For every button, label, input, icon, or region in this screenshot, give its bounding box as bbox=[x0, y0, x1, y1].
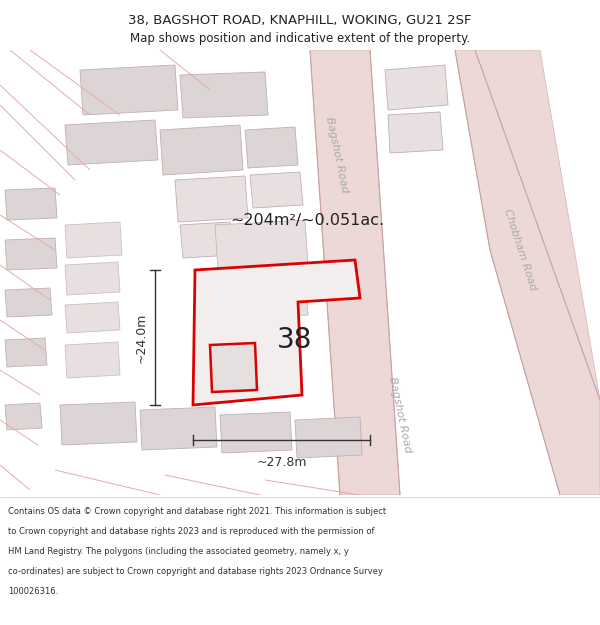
Polygon shape bbox=[385, 65, 448, 110]
Polygon shape bbox=[5, 188, 57, 220]
Polygon shape bbox=[220, 412, 292, 453]
Text: Bagshot Road: Bagshot Road bbox=[387, 376, 413, 454]
Polygon shape bbox=[175, 176, 248, 222]
Polygon shape bbox=[295, 417, 362, 458]
Polygon shape bbox=[5, 338, 47, 367]
Polygon shape bbox=[180, 72, 268, 118]
Polygon shape bbox=[140, 407, 217, 450]
Text: co-ordinates) are subject to Crown copyright and database rights 2023 Ordnance S: co-ordinates) are subject to Crown copyr… bbox=[8, 567, 383, 576]
Polygon shape bbox=[215, 220, 308, 270]
Text: HM Land Registry. The polygons (including the associated geometry, namely x, y: HM Land Registry. The polygons (includin… bbox=[8, 547, 349, 556]
Polygon shape bbox=[310, 50, 400, 495]
Polygon shape bbox=[455, 50, 600, 495]
Text: 100026316.: 100026316. bbox=[8, 587, 58, 596]
Text: Chobham Road: Chobham Road bbox=[502, 208, 538, 292]
Polygon shape bbox=[5, 238, 57, 270]
Text: 38: 38 bbox=[277, 326, 313, 354]
Polygon shape bbox=[160, 125, 243, 175]
Text: ~204m²/~0.051ac.: ~204m²/~0.051ac. bbox=[230, 213, 384, 228]
Text: 38, BAGSHOT ROAD, KNAPHILL, WOKING, GU21 2SF: 38, BAGSHOT ROAD, KNAPHILL, WOKING, GU21… bbox=[128, 14, 472, 27]
Polygon shape bbox=[250, 172, 303, 208]
Polygon shape bbox=[5, 288, 52, 317]
Text: Contains OS data © Crown copyright and database right 2021. This information is : Contains OS data © Crown copyright and d… bbox=[8, 507, 386, 516]
Polygon shape bbox=[193, 260, 360, 405]
Polygon shape bbox=[65, 342, 120, 378]
Polygon shape bbox=[60, 402, 137, 445]
Polygon shape bbox=[245, 127, 298, 168]
Polygon shape bbox=[210, 343, 257, 392]
Text: Bagshot Road: Bagshot Road bbox=[324, 116, 350, 194]
Polygon shape bbox=[65, 262, 120, 295]
Polygon shape bbox=[65, 120, 158, 165]
Text: ~27.8m: ~27.8m bbox=[256, 456, 307, 469]
Polygon shape bbox=[65, 302, 120, 333]
Polygon shape bbox=[65, 222, 122, 258]
Polygon shape bbox=[80, 65, 178, 115]
Text: Map shows position and indicative extent of the property.: Map shows position and indicative extent… bbox=[130, 32, 470, 45]
Polygon shape bbox=[220, 268, 308, 318]
Polygon shape bbox=[5, 403, 42, 430]
Polygon shape bbox=[388, 112, 443, 153]
Text: ~24.0m: ~24.0m bbox=[134, 312, 148, 362]
Text: to Crown copyright and database rights 2023 and is reproduced with the permissio: to Crown copyright and database rights 2… bbox=[8, 527, 374, 536]
Polygon shape bbox=[180, 222, 233, 258]
